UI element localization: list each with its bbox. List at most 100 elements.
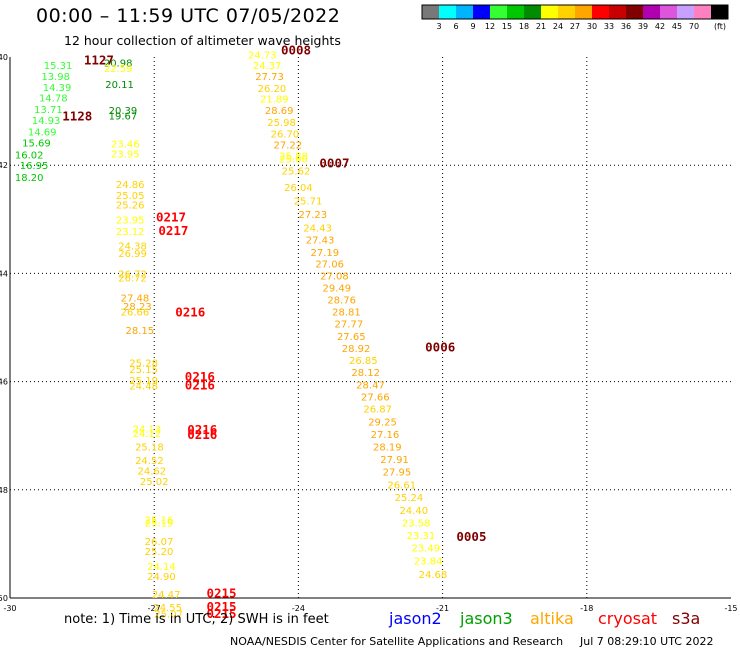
swh-measurement: 25.19 [129,376,158,387]
swh-measurement: 25.24 [395,493,424,504]
swh-measurement: 24.73 [248,50,277,61]
credit-line: NOAA/NESDIS Center for Satellite Applica… [230,635,564,648]
pass-time-label: 0216 [185,377,215,392]
color-bin-label: 15 [502,22,512,31]
swh-measurement: 23.31 [407,531,436,542]
swh-measurement: 25.02 [140,477,169,488]
swh-measurement: 22.59 [104,64,133,75]
swh-measurement: 26.07 [145,537,174,548]
swh-measurement: 24.37 [253,61,282,72]
color-bin [609,5,626,19]
footer-note: note: 1) Time is in UTC; 2) SWH is in fe… [64,612,329,627]
color-bin [524,5,541,19]
color-bin [711,5,728,19]
swh-measurement: 24.52 [135,456,164,467]
swh-measurement: 28.76 [327,295,356,306]
swh-measurement: 29.49 [323,283,352,294]
swh-measurement: 26.66 [121,307,150,318]
lat-tick-label: -40 [0,53,8,62]
legend-s3a: s3a [672,609,701,628]
pass-time-label: 0005 [456,529,486,544]
pass-time-label: 0216 [185,369,215,384]
pass-time-label: 0216 [187,422,217,437]
color-bin-label: 39 [638,22,648,31]
color-bin-label: 12 [485,22,495,31]
swh-measurement: 26.72 [118,269,147,280]
swh-measurement: 18.20 [15,173,44,184]
swh-measurement: 27.77 [335,320,364,331]
color-bin [439,5,456,19]
swh-measurement: 27.16 [371,430,400,441]
swh-measurement: 24.40 [399,506,428,517]
color-bin-label: 27 [570,22,580,31]
swh-measurement: 24.48 [129,381,158,392]
swh-measurement: 28.23 [123,302,152,313]
swh-measurement: 14.69 [28,128,57,139]
swh-measurement: 14.39 [43,83,72,94]
color-bin-label: 9 [470,22,475,31]
swh-measurement: 23.12 [116,227,145,238]
swh-measurement: 24.86 [116,180,145,191]
swh-measurement: 23.84 [414,557,443,568]
swh-measurement: 28.92 [342,344,371,355]
color-bin-label: 24 [553,22,563,31]
swh-measurement: 24.90 [147,572,176,583]
swh-measurement: 27.23 [298,210,327,221]
color-bin-label: 6 [453,22,458,31]
pass-time-label: 0217 [156,210,186,225]
swh-measurement: 27.19 [311,248,340,259]
swh-measurement: 25.98 [267,118,296,129]
swh-measurement: 26.04 [284,183,313,194]
pass-time-label: 0215 [206,606,236,621]
pass-time-label: 0006 [425,339,455,354]
lat-tick-label: -42 [0,161,8,170]
lat-tick-label: -50 [0,594,8,603]
legend-jason2: jason2 [389,609,442,628]
swh-measurement: 14.78 [39,94,68,105]
color-bin [660,5,677,19]
swh-measurement: 24.38 [118,241,147,252]
swh-measurement: 25.62 [282,167,311,178]
swh-measurement: 20.98 [104,58,133,69]
swh-measurement: 25.28 [129,359,158,370]
page-subtitle: 12 hour collection of altimeter wave hei… [64,33,341,48]
lat-tick-label: -48 [0,486,8,495]
color-bin [694,5,711,19]
pass-time-label: 1127 [84,53,114,68]
color-bin [541,5,558,19]
legend-altika: altika [530,609,574,628]
swh-measurement: 23.95 [111,149,140,160]
swh-measurement: 25.16 [145,516,174,527]
color-bin-label: 3 [436,22,441,31]
color-bin [575,5,592,19]
swh-measurement: 26.87 [363,405,392,416]
swh-measurement: 13.98 [41,72,70,83]
color-bin-label: 45 [672,22,682,31]
color-bin [456,5,473,19]
swh-measurement: 15.31 [44,61,73,72]
swh-measurement: 27.06 [315,260,344,271]
swh-measurement: 29.25 [368,418,397,429]
swh-measurement: 14.93 [32,116,61,127]
color-bin-label: 30 [587,22,597,31]
swh-measurement: 26.85 [349,356,378,367]
swh-measurement: 26.99 [118,249,147,260]
legend-cryosat: cryosat [598,609,658,628]
swh-measurement: 28.81 [332,307,361,318]
swh-measurement: 26.61 [387,480,416,491]
swh-measurement: 25.60 [279,155,308,166]
swh-measurement: 15.69 [22,138,51,149]
pass-time-label: 0216 [187,427,217,442]
swh-measurement: 25.88 [279,151,308,162]
swh-measurement: 25.07 [154,610,183,621]
swh-measurement: 21.89 [260,95,289,106]
swh-measurement: 27.48 [121,294,150,305]
swh-measurement: 27.65 [337,332,366,343]
swh-measurement: 25.20 [145,547,174,558]
swh-measurement: 25.18 [135,443,164,454]
swh-measurement: 28.19 [373,443,402,454]
swh-measurement: 27.95 [383,467,412,478]
swh-measurement: 24.14 [147,562,176,573]
